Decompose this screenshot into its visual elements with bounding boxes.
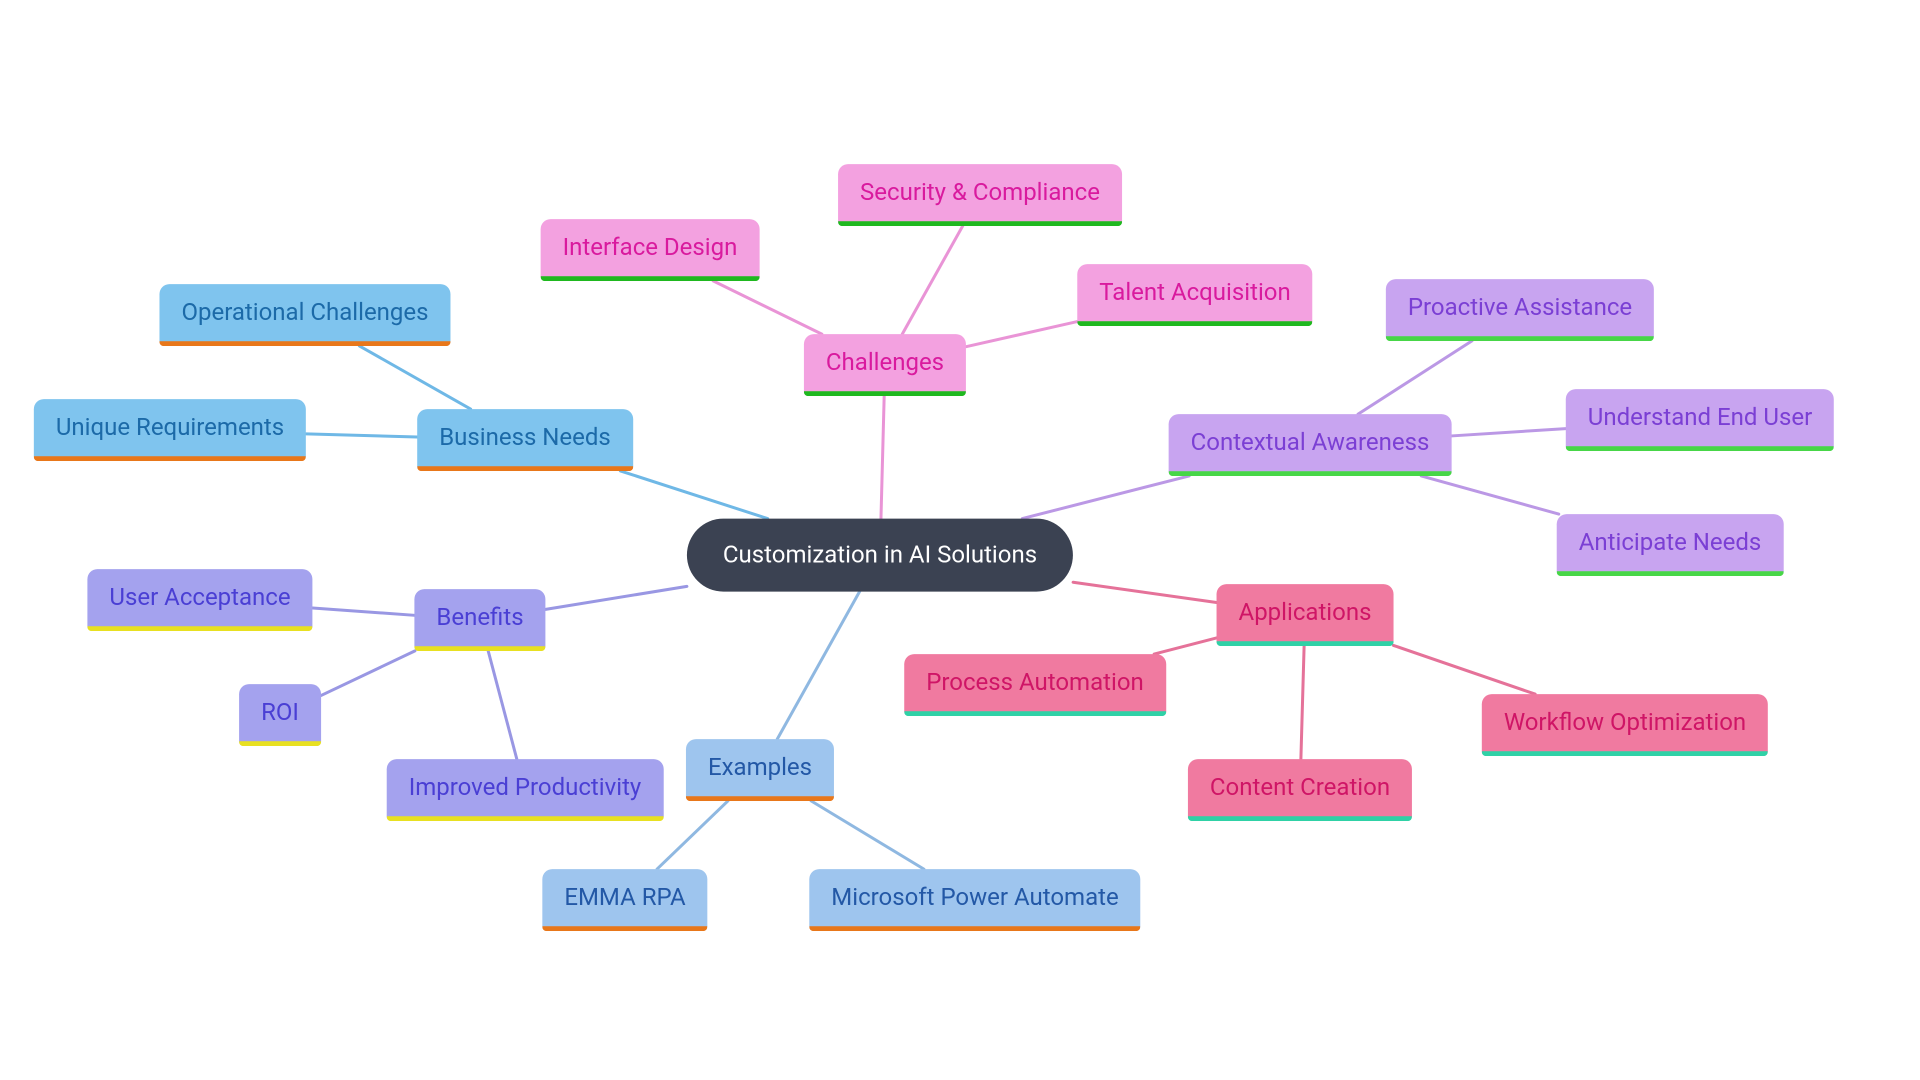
edge [359, 346, 470, 409]
node-label: Interface Design [563, 233, 738, 261]
node-talent-acquisition: Talent Acquisition [1077, 264, 1312, 326]
edge [1022, 476, 1189, 519]
node-roi: ROI [239, 684, 321, 746]
node-label: Talent Acquisition [1099, 278, 1290, 306]
edge [713, 281, 822, 334]
node-user-acceptance: User Acceptance [87, 569, 312, 631]
node-interface-design: Interface Design [541, 219, 760, 281]
edge [306, 434, 417, 437]
node-benefits: Benefits [414, 589, 545, 651]
node-process-automation: Process Automation [904, 654, 1166, 716]
node-label: User Acceptance [109, 583, 290, 611]
node-business-needs: Business Needs [417, 409, 633, 471]
node-content-creation: Content Creation [1188, 759, 1412, 821]
edge [546, 586, 687, 609]
node-label: Examples [708, 753, 812, 781]
node-label: Process Automation [926, 668, 1144, 696]
edge [1421, 476, 1559, 514]
node-contextual-awareness: Contextual Awareness [1169, 414, 1452, 476]
edge [321, 651, 415, 696]
mindmap-canvas: Customization in AI Solutions Business Ne… [0, 0, 1920, 1080]
edge [1358, 341, 1472, 414]
edge [1154, 638, 1216, 654]
node-applications: Applications [1217, 584, 1394, 646]
node-label: Contextual Awareness [1191, 428, 1430, 456]
node-label: Improved Productivity [409, 773, 642, 801]
edge [620, 471, 767, 519]
edge [881, 396, 884, 519]
node-label: Customization in AI Solutions [723, 541, 1037, 569]
node-challenges: Challenges [804, 334, 966, 396]
node-label: Benefits [436, 603, 523, 631]
node-understand-end-user: Understand End User [1566, 389, 1834, 451]
edge [1301, 646, 1304, 759]
edge [777, 591, 859, 739]
edge [488, 651, 517, 759]
node-label: Proactive Assistance [1408, 293, 1632, 321]
node-proactive-assistance: Proactive Assistance [1386, 279, 1654, 341]
node-label: Challenges [826, 348, 944, 376]
edge [811, 801, 924, 869]
edge [966, 322, 1077, 347]
node-label: Security & Compliance [860, 178, 1100, 206]
node-label: Workflow Optimization [1504, 708, 1746, 736]
node-label: Operational Challenges [181, 298, 428, 326]
edge [657, 801, 728, 869]
node-label: EMMA RPA [564, 883, 685, 911]
node-operational-challenges: Operational Challenges [159, 284, 450, 346]
node-label: Microsoft Power Automate [831, 883, 1118, 911]
edge [1451, 429, 1565, 436]
node-security-compliance: Security & Compliance [838, 164, 1122, 226]
node-emma-rpa: EMMA RPA [542, 869, 707, 931]
node-root: Customization in AI Solutions [687, 519, 1073, 592]
edge [902, 226, 962, 334]
edge [1073, 582, 1216, 602]
node-label: Understand End User [1588, 403, 1812, 431]
node-label: Anticipate Needs [1579, 528, 1762, 556]
node-label: ROI [261, 698, 299, 726]
edge [1393, 645, 1535, 694]
node-label: Business Needs [439, 423, 611, 451]
node-microsoft-power-automate: Microsoft Power Automate [809, 869, 1140, 931]
node-label: Applications [1239, 598, 1372, 626]
node-label: Unique Requirements [56, 413, 284, 441]
node-improved-productivity: Improved Productivity [387, 759, 664, 821]
node-workflow-optimization: Workflow Optimization [1482, 694, 1768, 756]
node-label: Content Creation [1210, 773, 1390, 801]
node-examples: Examples [686, 739, 834, 801]
edge [313, 608, 415, 615]
node-anticipate-needs: Anticipate Needs [1557, 514, 1784, 576]
node-unique-requirements: Unique Requirements [34, 399, 306, 461]
